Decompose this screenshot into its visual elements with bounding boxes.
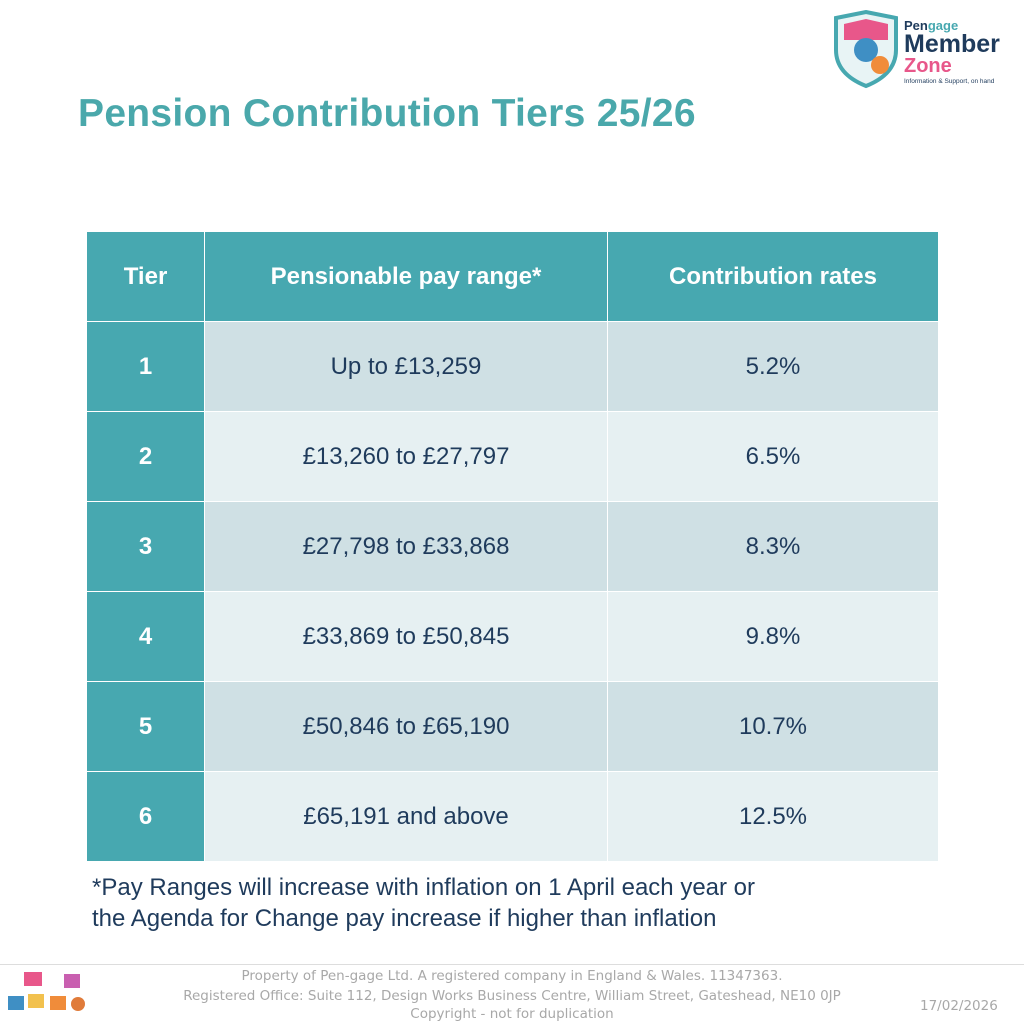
deco [50, 996, 66, 1010]
title: Pension Contribution Tiers 25/26 [78, 92, 696, 135]
tier-cell: 6 [86, 771, 205, 862]
tier-cell: 3 [86, 501, 205, 592]
logo: Pengage Member Zone Information & Suppor… [834, 10, 1000, 89]
logo-brand: Pengage [904, 18, 958, 33]
deco [24, 972, 42, 986]
logo-bird [854, 38, 878, 62]
header-row: Tier Pensionable pay range* Contribution r… [86, 231, 939, 322]
table-cell: £13,260 to £27,797 [204, 411, 608, 502]
logo-member: Member [904, 30, 1000, 58]
column-header: Pensionable pay range* [204, 231, 608, 322]
table-row: 2 £13,260 to £27,797 6.5% [86, 411, 939, 502]
tier-cell: 4 [86, 591, 205, 682]
tier-cell: 1 [86, 321, 205, 412]
table-row: 4 £33,869 to £50,845 9.8% [86, 591, 939, 682]
footnote-line: the Agenda for Change pay increase if hi… [92, 905, 717, 932]
table-row: 1 Up to £13,259 5.2% [86, 321, 939, 412]
table-row: 3 £27,798 to £33,868 8.3% [86, 501, 939, 592]
tier-table: Tier Pensionable pay range* Contribution r… [86, 231, 939, 862]
deco [8, 996, 24, 1010]
table-cell: £33,869 to £50,845 [204, 591, 608, 682]
table-cell: £27,798 to £33,868 [204, 501, 608, 592]
table-cell: 5.2% [607, 321, 939, 412]
table-cell: Up to £13,259 [204, 321, 608, 412]
table-cell: £65,191 and above [204, 771, 608, 862]
logo-shield-top [844, 19, 888, 40]
deco [71, 997, 85, 1011]
table-body: 1 Up to £13,259 5.2% 2 £13,260 to £27,797 6.5… [86, 321, 939, 862]
table-cell: 12.5% [607, 771, 939, 862]
tier-cell: 2 [86, 411, 205, 502]
logo-zone: Zone [904, 55, 952, 77]
logo-brand-right: gage [928, 18, 958, 33]
footer-date: 17/02/2026 [920, 998, 998, 1014]
logo-fox [871, 56, 889, 74]
table-cell: 6.5% [607, 411, 939, 502]
table-cell: £50,846 to £65,190 [204, 681, 608, 772]
footnote-line: *Pay Ranges will increase with inflation… [92, 874, 756, 901]
logo-tagline: Information & Support, on hand [904, 78, 995, 85]
table-cell: 9.8% [607, 591, 939, 682]
footer-illustration [8, 972, 85, 1011]
footer-rule [0, 964, 1024, 965]
logo-brand-left: Pen [904, 18, 928, 33]
tier-cell: 5 [86, 681, 205, 772]
table-cell: 10.7% [607, 681, 939, 772]
deco [64, 974, 80, 988]
footer-line: Property of Pen-gage Ltd. A registered c… [241, 968, 783, 984]
column-header: Tier [86, 231, 205, 322]
table-row: 6 £65,191 and above 12.5% [86, 771, 939, 862]
column-header: Contribution rates [607, 231, 939, 322]
footer-line: Copyright - not for duplication [410, 1006, 614, 1022]
table-row: 5 £50,846 to £65,190 10.7% [86, 681, 939, 772]
deco [28, 994, 44, 1008]
footer-line: Registered Office: Suite 112, Design Wor… [183, 988, 841, 1004]
table-cell: 8.3% [607, 501, 939, 592]
